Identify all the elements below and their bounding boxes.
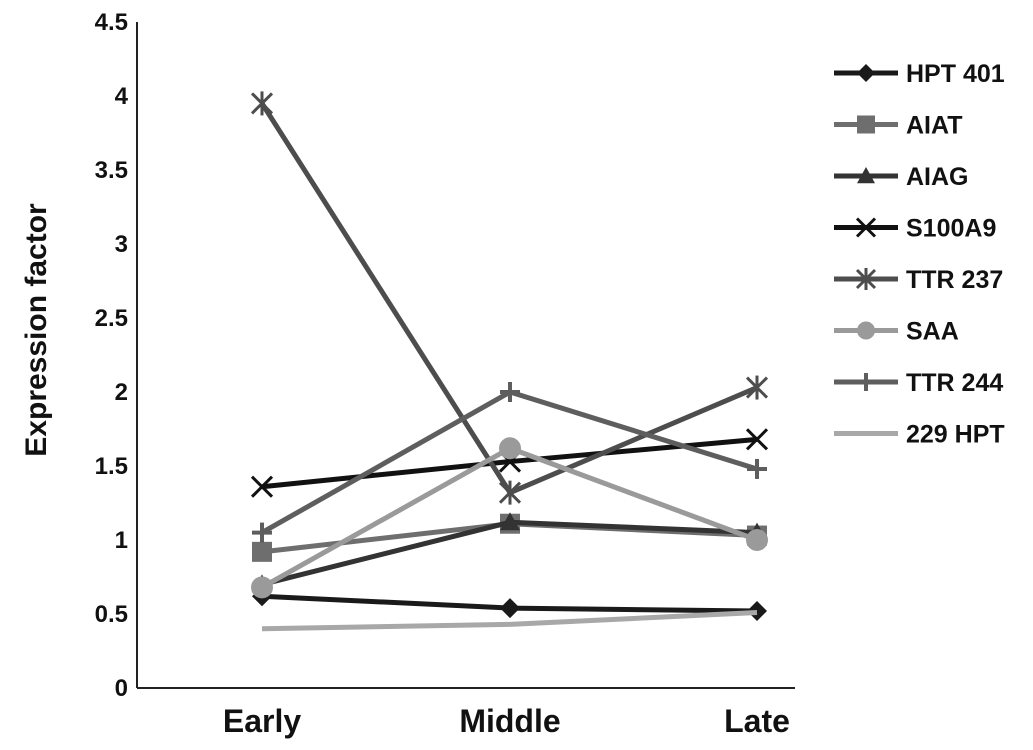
data-point [252, 522, 272, 543]
legend-marker-icon [855, 217, 877, 238]
legend-item: TTR 244 [834, 369, 1003, 397]
series-ttr-237 [250, 91, 769, 505]
data-point [251, 576, 273, 599]
x-tick-labels: Early Middle Late [223, 703, 790, 739]
legend-item: SAA [834, 318, 959, 346]
data-point [252, 541, 272, 562]
legend-marker-icon [857, 321, 875, 340]
y-tick-label: 2.5 [95, 305, 128, 332]
series-line [259, 102, 758, 496]
data-point [500, 598, 520, 619]
legend-marker-icon [855, 268, 877, 290]
axes: Expression factor [20, 22, 795, 689]
y-tick-label: 4 [115, 83, 129, 110]
y-tick-label: 3.5 [95, 157, 128, 184]
data-point [500, 512, 520, 531]
data-point [250, 475, 274, 498]
data-point [747, 458, 767, 479]
legend-label: SAA [906, 318, 959, 346]
data-point [499, 437, 521, 460]
legend-label: S100A9 [906, 215, 996, 243]
legend-label: TTR 244 [906, 369, 1003, 397]
legend-item: TTR 237 [834, 266, 1003, 294]
y-axis-title: Expression factor [20, 203, 53, 457]
legend-item: S100A9 [834, 215, 996, 243]
legend-marker-icon [857, 373, 875, 391]
legend-item: HPT 401 [834, 60, 1005, 88]
x-tick-label: Middle [459, 703, 560, 739]
legend-label: TTR 237 [906, 266, 1003, 294]
legend-label: AIAG [906, 163, 969, 191]
series-saa [251, 437, 768, 599]
legend-marker-icon [857, 115, 875, 134]
data-point [746, 529, 768, 551]
data-point [500, 382, 520, 402]
x-tick-label: Early [223, 703, 301, 739]
legend-label: 229 HPT [906, 421, 1005, 449]
y-tick-labels: 0 0.5 1 1.5 2 2.5 3 3.5 4 4.5 [95, 9, 129, 702]
legend-item: AIAT [834, 112, 962, 140]
data-point [745, 428, 769, 451]
data-point [250, 91, 274, 116]
series-group [250, 91, 769, 632]
legend-marker-icon [857, 64, 875, 82]
legend-item: AIAG [834, 163, 969, 191]
legend-label: HPT 401 [906, 60, 1005, 88]
y-tick-label: 3 [115, 231, 128, 258]
series-line [261, 610, 758, 632]
legend-label: AIAT [906, 112, 962, 140]
legend: HPT 401 AIAT AIAG S100A9 TTR 237 SAA TTR 244 22… [834, 60, 1005, 449]
y-tick-label: 1 [115, 527, 128, 554]
data-point [747, 601, 767, 622]
y-tick-label: 0 [115, 675, 128, 702]
y-tick-label: 0.5 [95, 601, 128, 628]
data-point [745, 375, 769, 400]
y-tick-label: 4.5 [95, 9, 128, 36]
legend-marker-icon [857, 167, 875, 184]
data-point [498, 480, 522, 505]
legend-item: 229 HPT [834, 421, 1005, 449]
series-229-hpt [261, 610, 758, 632]
x-tick-label: Late [724, 703, 790, 739]
y-tick-label: 2 [115, 379, 128, 406]
y-tick-label: 1.5 [95, 453, 128, 480]
series-ttr-244 [252, 382, 767, 543]
